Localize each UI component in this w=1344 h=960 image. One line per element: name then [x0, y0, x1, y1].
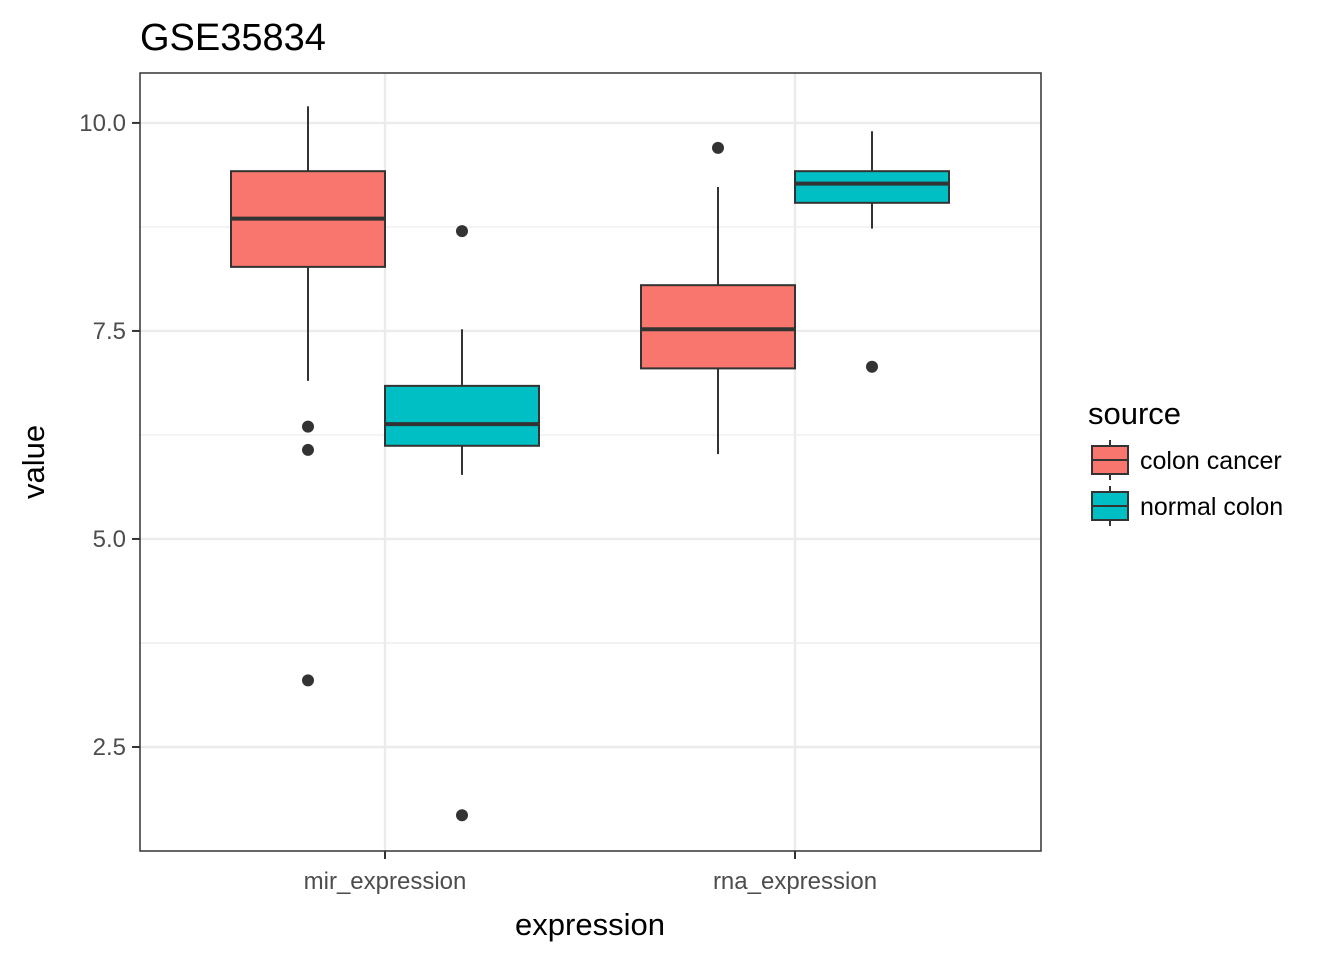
- y-tick-label: 5.0: [93, 526, 126, 553]
- legend-entry: colon cancer: [1091, 440, 1282, 480]
- x-tick-label: mir_expression: [304, 868, 467, 895]
- y-axis-title: value: [16, 425, 51, 499]
- box-mir_expression-colon-cancer: [230, 106, 386, 687]
- legend-label: normal colon: [1140, 493, 1283, 521]
- y-tick-label: 10.0: [79, 110, 126, 137]
- y-tick-label: 2.5: [93, 734, 126, 761]
- outlier-point: [302, 674, 314, 687]
- x-tick-label: rna_expression: [713, 868, 877, 895]
- outlier-point: [456, 809, 468, 822]
- outlier-point: [712, 141, 724, 154]
- panel-border: [139, 72, 1042, 852]
- legend-entry: normal colon: [1091, 486, 1283, 526]
- box-rna_expression-colon-cancer: [640, 141, 796, 455]
- box-rect: [384, 384, 540, 447]
- box-mir_expression-normal-colon: [384, 225, 540, 822]
- legend: source colon cancer normal colon: [1088, 396, 1283, 526]
- box-rect: [794, 170, 950, 204]
- box-rect: [640, 284, 796, 370]
- outlier-point: [302, 443, 314, 456]
- outlier-point: [456, 225, 468, 238]
- outlier-point: [866, 360, 878, 373]
- plot-panel: 2.5 5.0 7.5 10.0 mir_expression rna_expressio…: [79, 72, 1042, 895]
- legend-title: source: [1088, 396, 1181, 431]
- outlier-point: [302, 420, 314, 433]
- box-rna_expression-normal-colon: [794, 131, 950, 373]
- y-tick-label: 7.5: [93, 318, 126, 345]
- legend-label: colon cancer: [1140, 447, 1282, 475]
- chart-title: GSE35834: [140, 17, 326, 59]
- x-axis-title: expression: [515, 907, 665, 942]
